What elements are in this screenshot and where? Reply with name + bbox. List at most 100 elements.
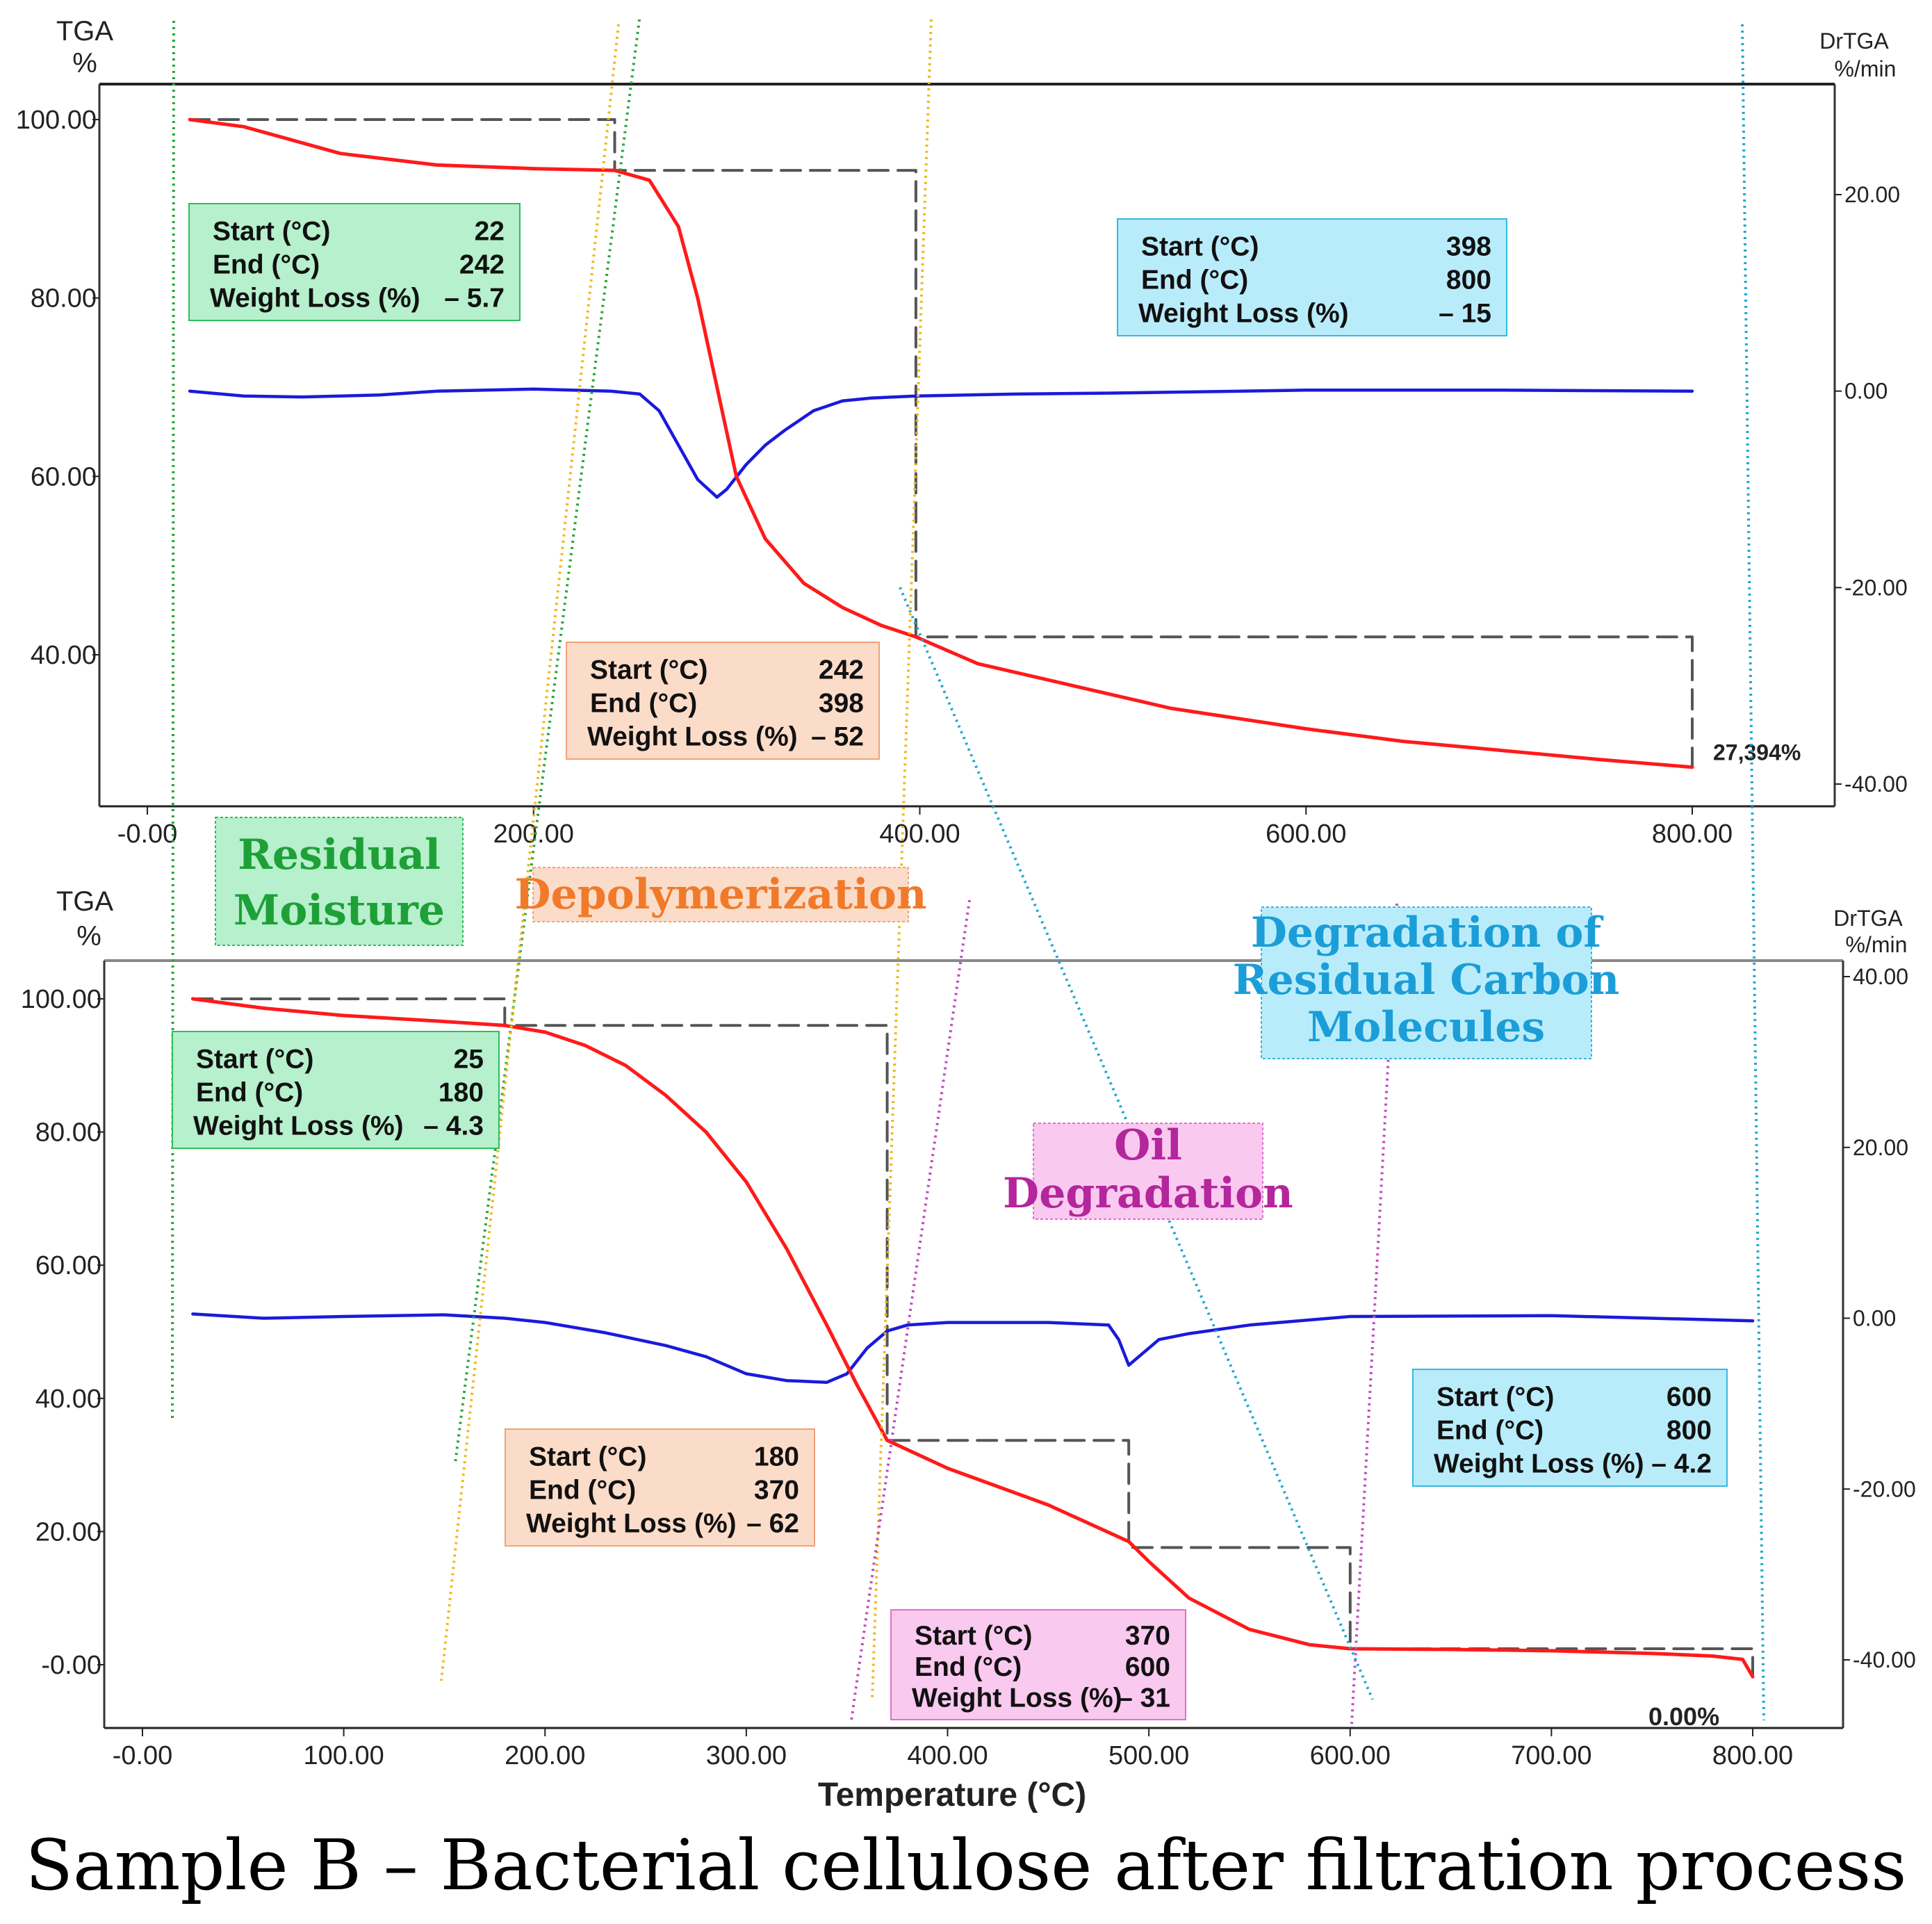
info-box-background — [1412, 1369, 1728, 1487]
top-y-right-title-2: %/min — [1835, 56, 1897, 81]
info-box-label: Start (°C) — [1141, 232, 1259, 262]
bottom-y-right-tick-label: 40.00 — [1853, 964, 1908, 989]
info-box-background — [505, 1428, 815, 1547]
bottom-y-left-tick-label: 100.00 — [21, 985, 101, 1014]
bottom-panel: -0.00 100.00 200.00 300.00 400.00 500.00 600.0… — [21, 886, 1916, 1813]
bottom-y-left-tick-label: 80.00 — [35, 1118, 101, 1148]
bottom-y-right-title-1: DrTGA — [1833, 906, 1903, 931]
bottom-x-tick-label: 600.00 — [1310, 1741, 1391, 1770]
guide-yellow-slant-1 — [440, 24, 620, 1681]
info-box-value: 800 — [1667, 1416, 1712, 1446]
region-oil-line-1: Oil — [1114, 1121, 1182, 1170]
region-oil-box — [1033, 1123, 1263, 1220]
bottom-x-tick-label: 500.00 — [1108, 1741, 1189, 1770]
info-box-carbon: Start (°C) 600 End (°C) 800 Weight Loss (%) –… — [1412, 1369, 1728, 1487]
bottom-y-right-tick-label: -40.00 — [1853, 1647, 1916, 1672]
top-y-right-tick-label: -20.00 — [1844, 575, 1908, 600]
info-box-value: 600 — [1667, 1383, 1712, 1412]
info-box-label: Weight Loss (%) — [193, 1111, 404, 1141]
top-x-tick-label: 200.00 — [493, 820, 574, 849]
info-box-label: Weight Loss (%) — [1138, 299, 1349, 329]
bottom-ticks: -0.00 100.00 200.00 300.00 400.00 500.00 600.0… — [21, 964, 1916, 1770]
info-box-label: Weight Loss (%) — [912, 1683, 1122, 1713]
guide-magenta-slant-1 — [850, 899, 971, 1721]
bottom-x-tick-label: 800.00 — [1712, 1741, 1793, 1770]
region-carbon-line-3: Molecules — [1307, 1003, 1545, 1052]
info-box-background — [188, 203, 521, 321]
top-step-line — [188, 118, 1694, 769]
region-oil-degradation: Oil Degradation — [1003, 1121, 1293, 1220]
info-box-label: Start (°C) — [1436, 1383, 1554, 1412]
top-x-tick-label: 600.00 — [1266, 820, 1346, 849]
info-box-label: Start (°C) — [529, 1442, 646, 1472]
info-box-value: – 15 — [1439, 299, 1491, 329]
top-ticks: -0.00 200.00 400.00 600.00 800.00 40.00 60.00 8… — [16, 106, 1908, 849]
bottom-y-right-tick-label: 20.00 — [1853, 1135, 1908, 1160]
bottom-tga-line — [190, 997, 1755, 1679]
bottom-y-left-title-1: TGA — [56, 886, 114, 917]
top-y-right-tick-label: 0.00 — [1844, 379, 1888, 404]
info-box-value: 600 — [1125, 1652, 1170, 1682]
bottom-residue-annotation: 0.00% — [1648, 1702, 1719, 1731]
top-y-left-tick-label: 100.00 — [16, 106, 97, 135]
top-panel: -0.00 200.00 400.00 600.00 800.00 40.00 60.00 8… — [16, 16, 1908, 849]
region-carbon-degradation: Degradation of Residual Carbon Molecules — [1233, 906, 1620, 1059]
region-carbon-line-2: Residual Carbon — [1233, 956, 1620, 1004]
info-box-background — [890, 1609, 1186, 1720]
info-box-value: 370 — [1125, 1621, 1170, 1651]
top-residue-annotation: 27,394% — [1713, 740, 1801, 765]
guide-green-vertical — [171, 20, 175, 1422]
info-box-value: 398 — [819, 689, 864, 719]
info-box-value: – 62 — [746, 1509, 799, 1539]
bottom-x-tick-label: 200.00 — [505, 1741, 585, 1770]
info-box-value: – 5.7 — [444, 284, 505, 313]
info-box-moisture: Start (°C) 25 End (°C) 180 Weight Loss (%) – … — [172, 1031, 500, 1149]
bottom-series: 0.00% — [190, 997, 1755, 1731]
top-y-left-title-1: TGA — [56, 16, 114, 47]
info-box-background — [566, 642, 880, 760]
guide-cyan-vertical — [1741, 24, 1765, 1721]
bottom-x-tick-label: 700.00 — [1511, 1741, 1591, 1770]
region-carbon-line-1: Degradation of — [1251, 908, 1605, 957]
region-oil-line-2: Degradation — [1003, 1169, 1293, 1218]
info-box-moisture: Start (°C) 22 End (°C) 242 Weight Loss (%) – … — [188, 203, 521, 321]
bottom-drtga-line — [191, 1312, 1755, 1384]
top-x-tick-label: -0.00 — [117, 820, 178, 849]
info-box-label: Weight Loss (%) — [210, 284, 420, 313]
top-series: 27,394% — [188, 117, 1801, 769]
info-box-value: 800 — [1446, 266, 1491, 295]
info-box-value: 25 — [454, 1045, 484, 1075]
bottom-y-left-tick-label: -0.00 — [41, 1651, 101, 1680]
bottom-y-left-title-2: % — [76, 921, 101, 952]
top-y-right-tick-label: 20.00 — [1844, 182, 1900, 207]
bottom-y-right-tick-label: -20.00 — [1853, 1476, 1916, 1501]
info-box-carbon: Start (°C) 398 End (°C) 800 Weight Loss (%) –… — [1117, 218, 1507, 336]
info-box-background — [1117, 218, 1507, 336]
bottom-x-tick-label: 400.00 — [907, 1741, 988, 1770]
info-box-label: Start (°C) — [196, 1045, 313, 1075]
region-moisture-box — [215, 817, 464, 946]
top-x-tick-label: 800.00 — [1652, 820, 1733, 849]
info-box-label: Weight Loss (%) — [587, 722, 798, 752]
guide-green-slant — [454, 19, 641, 1464]
bottom-x-tick-label: 300.00 — [706, 1741, 787, 1770]
info-box-value: 180 — [439, 1078, 484, 1108]
info-box-background — [172, 1031, 500, 1149]
info-box-value: 398 — [1446, 232, 1491, 262]
bottom-y-left-tick-label: 60.00 — [35, 1251, 101, 1280]
top-y-left-tick-label: 40.00 — [31, 641, 97, 670]
info-box-depoly: Start (°C) 242 End (°C) 398 Weight Loss (%) –… — [566, 642, 880, 760]
region-depoly-box — [532, 867, 909, 922]
region-moisture-line-1: Residual — [238, 831, 441, 879]
region-depoly-line-1: Depolymerization — [515, 870, 927, 919]
top-y-right-tick-label: -40.00 — [1844, 772, 1908, 797]
info-box-value: 242 — [819, 655, 864, 685]
guide-cyan-slant — [899, 587, 1374, 1700]
info-box-value: 370 — [754, 1476, 799, 1506]
bottom-y-left-tick-label: 20.00 — [35, 1517, 101, 1547]
top-y-right-title-1: DrTGA — [1819, 28, 1889, 54]
info-box-value: 22 — [475, 217, 505, 247]
